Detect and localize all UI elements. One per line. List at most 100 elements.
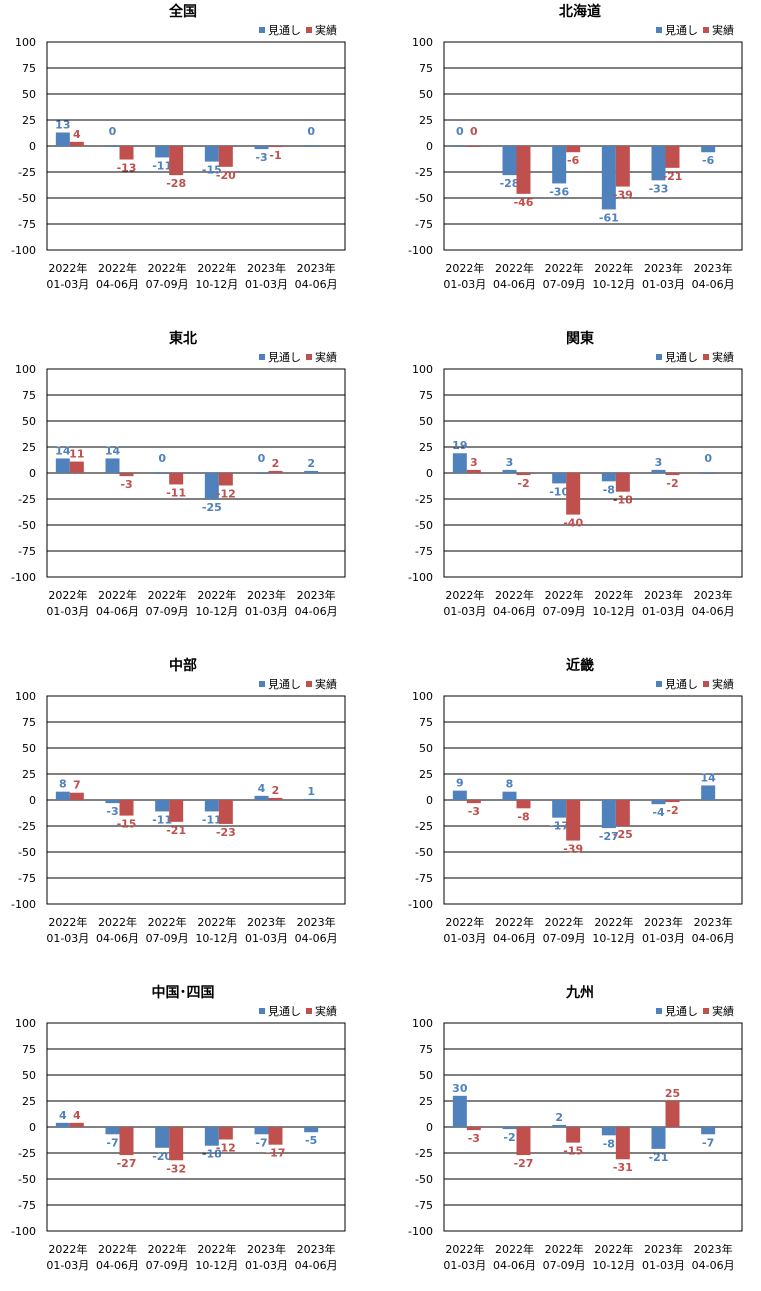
y-tick-label: -50 bbox=[18, 846, 36, 859]
x-tick-label: 04-06月 bbox=[493, 932, 536, 945]
data-label: -3 bbox=[468, 805, 480, 818]
plot-border bbox=[443, 368, 743, 578]
bar bbox=[105, 146, 120, 147]
bar bbox=[466, 800, 481, 804]
legend-label: 見通し bbox=[268, 678, 301, 691]
x-tick-label: 04-06月 bbox=[493, 605, 536, 618]
data-label: 19 bbox=[452, 439, 467, 452]
bar bbox=[502, 791, 517, 800]
x-tick-label: 10-12月 bbox=[592, 605, 635, 618]
x-tick-label: 04-06月 bbox=[692, 605, 735, 618]
x-tick-label: 07-09月 bbox=[543, 932, 586, 945]
y-tick-label: -75 bbox=[415, 545, 433, 558]
legend-swatch bbox=[656, 27, 662, 33]
x-tick-label: 01-03月 bbox=[443, 1259, 486, 1272]
x-tick-label: 07-09月 bbox=[543, 1259, 586, 1272]
legend-label: 実績 bbox=[712, 23, 734, 37]
y-tick-label: 25 bbox=[22, 1095, 36, 1108]
x-tick-label: 2022年 bbox=[445, 915, 484, 929]
x-tick-label: 2022年 bbox=[48, 588, 87, 602]
plot-border bbox=[46, 41, 346, 251]
x-tick-label: 01-03月 bbox=[642, 932, 685, 945]
bar bbox=[452, 790, 467, 800]
bar bbox=[566, 146, 581, 153]
x-tick-label: 2023年 bbox=[247, 588, 286, 602]
x-tick-label: 2022年 bbox=[48, 1242, 87, 1256]
x-tick-label: 10-12月 bbox=[592, 1259, 635, 1272]
plot-border bbox=[443, 695, 743, 905]
x-tick-label: 2022年 bbox=[197, 588, 236, 602]
data-label: -21 bbox=[166, 824, 186, 837]
y-tick-label: 25 bbox=[22, 441, 36, 454]
data-label: 2 bbox=[555, 1111, 563, 1124]
bar bbox=[665, 800, 680, 803]
x-tick-label: 2023年 bbox=[247, 915, 286, 929]
x-tick-label: 07-09月 bbox=[543, 278, 586, 291]
x-tick-label: 2023年 bbox=[694, 915, 733, 929]
x-tick-label: 01-03月 bbox=[642, 278, 685, 291]
x-tick-label: 2022年 bbox=[197, 915, 236, 929]
y-tick-label: 50 bbox=[22, 742, 36, 755]
data-label: -27 bbox=[514, 1157, 534, 1170]
bar bbox=[665, 473, 680, 476]
y-tick-label: 75 bbox=[419, 62, 433, 75]
legend-label: 実績 bbox=[315, 1004, 337, 1018]
y-tick-label: -100 bbox=[11, 571, 36, 584]
x-tick-label: 2022年 bbox=[495, 1242, 534, 1256]
bar bbox=[155, 1127, 170, 1148]
x-tick-label: 04-06月 bbox=[692, 932, 735, 945]
data-label: -18 bbox=[613, 494, 633, 507]
y-tick-label: 25 bbox=[419, 441, 433, 454]
y-tick-label: -25 bbox=[18, 493, 36, 506]
data-label: -2 bbox=[666, 477, 678, 490]
data-label: -17 bbox=[266, 1147, 286, 1160]
bar bbox=[452, 453, 467, 473]
y-tick-label: 100 bbox=[15, 363, 36, 376]
x-tick-label: 10-12月 bbox=[195, 932, 238, 945]
data-label: 2 bbox=[307, 457, 315, 470]
legend-swatch bbox=[306, 1008, 312, 1014]
bar bbox=[169, 146, 184, 176]
legend-swatch bbox=[703, 1008, 709, 1014]
y-tick-label: 25 bbox=[419, 114, 433, 127]
bar bbox=[169, 1127, 184, 1161]
bar bbox=[452, 1095, 467, 1127]
data-label: -3 bbox=[468, 1132, 480, 1145]
bar bbox=[218, 800, 233, 824]
y-tick-label: 50 bbox=[22, 415, 36, 428]
x-tick-label: 01-03月 bbox=[443, 932, 486, 945]
x-tick-label: 01-03月 bbox=[642, 605, 685, 618]
x-tick-label: 2022年 bbox=[445, 588, 484, 602]
x-tick-label: 2022年 bbox=[594, 915, 633, 929]
data-label: -3 bbox=[255, 151, 267, 164]
y-tick-label: -50 bbox=[415, 192, 433, 205]
bar bbox=[651, 146, 666, 181]
x-tick-label: 2022年 bbox=[495, 261, 534, 275]
x-tick-label: 2023年 bbox=[247, 1242, 286, 1256]
x-tick-label: 2023年 bbox=[297, 1242, 336, 1256]
bar bbox=[304, 146, 319, 147]
x-tick-label: 2022年 bbox=[545, 915, 584, 929]
chart-title: 全国 bbox=[168, 3, 197, 20]
bar bbox=[566, 473, 581, 515]
legend-swatch bbox=[703, 354, 709, 360]
bar bbox=[155, 800, 170, 812]
y-tick-label: -50 bbox=[415, 846, 433, 859]
data-label: -10 bbox=[549, 485, 569, 498]
data-label: 9 bbox=[456, 777, 464, 790]
bar bbox=[552, 146, 567, 184]
y-tick-label: -50 bbox=[18, 1173, 36, 1186]
legend-label: 見通し bbox=[268, 24, 301, 37]
x-tick-label: 10-12月 bbox=[195, 605, 238, 618]
x-tick-label: 01-03月 bbox=[46, 605, 89, 618]
x-tick-label: 2023年 bbox=[644, 915, 683, 929]
x-tick-label: 2022年 bbox=[48, 261, 87, 275]
bar bbox=[69, 1122, 84, 1127]
bar bbox=[268, 797, 283, 800]
legend-label: 実績 bbox=[315, 23, 337, 37]
bar bbox=[701, 1127, 716, 1135]
